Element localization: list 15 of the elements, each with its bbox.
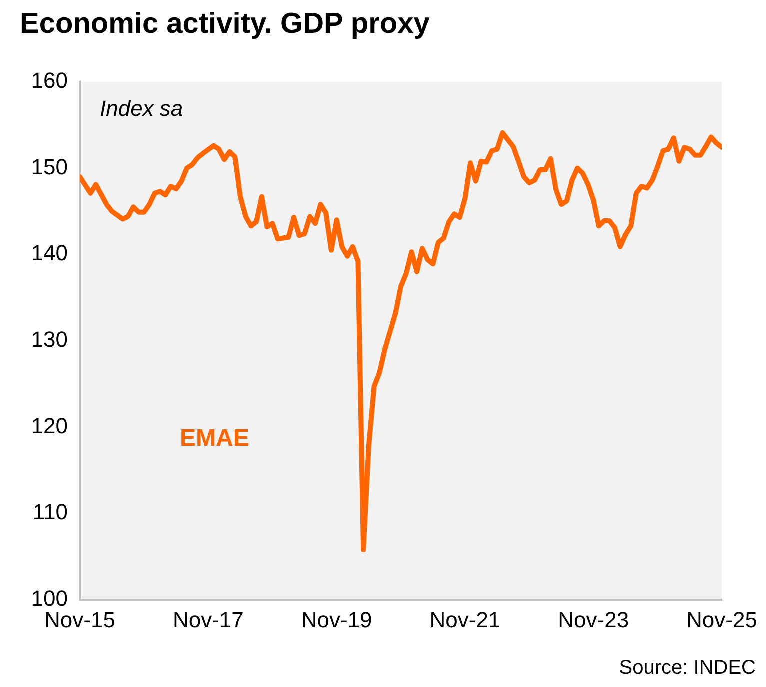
x-tick-label: Nov-17 [172,607,244,632]
x-tick-label: Nov-25 [686,607,758,632]
y-tick-label: 160 [31,68,68,94]
y-tick-label: 110 [32,500,68,525]
x-tick-label: Nov-21 [430,607,501,632]
y-tick-label: 150 [31,154,68,180]
x-tick-label: Nov-19 [301,607,372,632]
text: EMAE [180,425,250,452]
y-tick-label: 130 [31,327,68,352]
y-tick-label: 140 [31,240,68,266]
annotation: Index sa [100,96,184,122]
source-note: Source: INDEC [619,657,756,680]
chart-title: Economic activity. GDP proxy [20,8,430,41]
y-tick-label: 120 [31,413,68,438]
x-tick-label: Nov-23 [558,607,630,632]
